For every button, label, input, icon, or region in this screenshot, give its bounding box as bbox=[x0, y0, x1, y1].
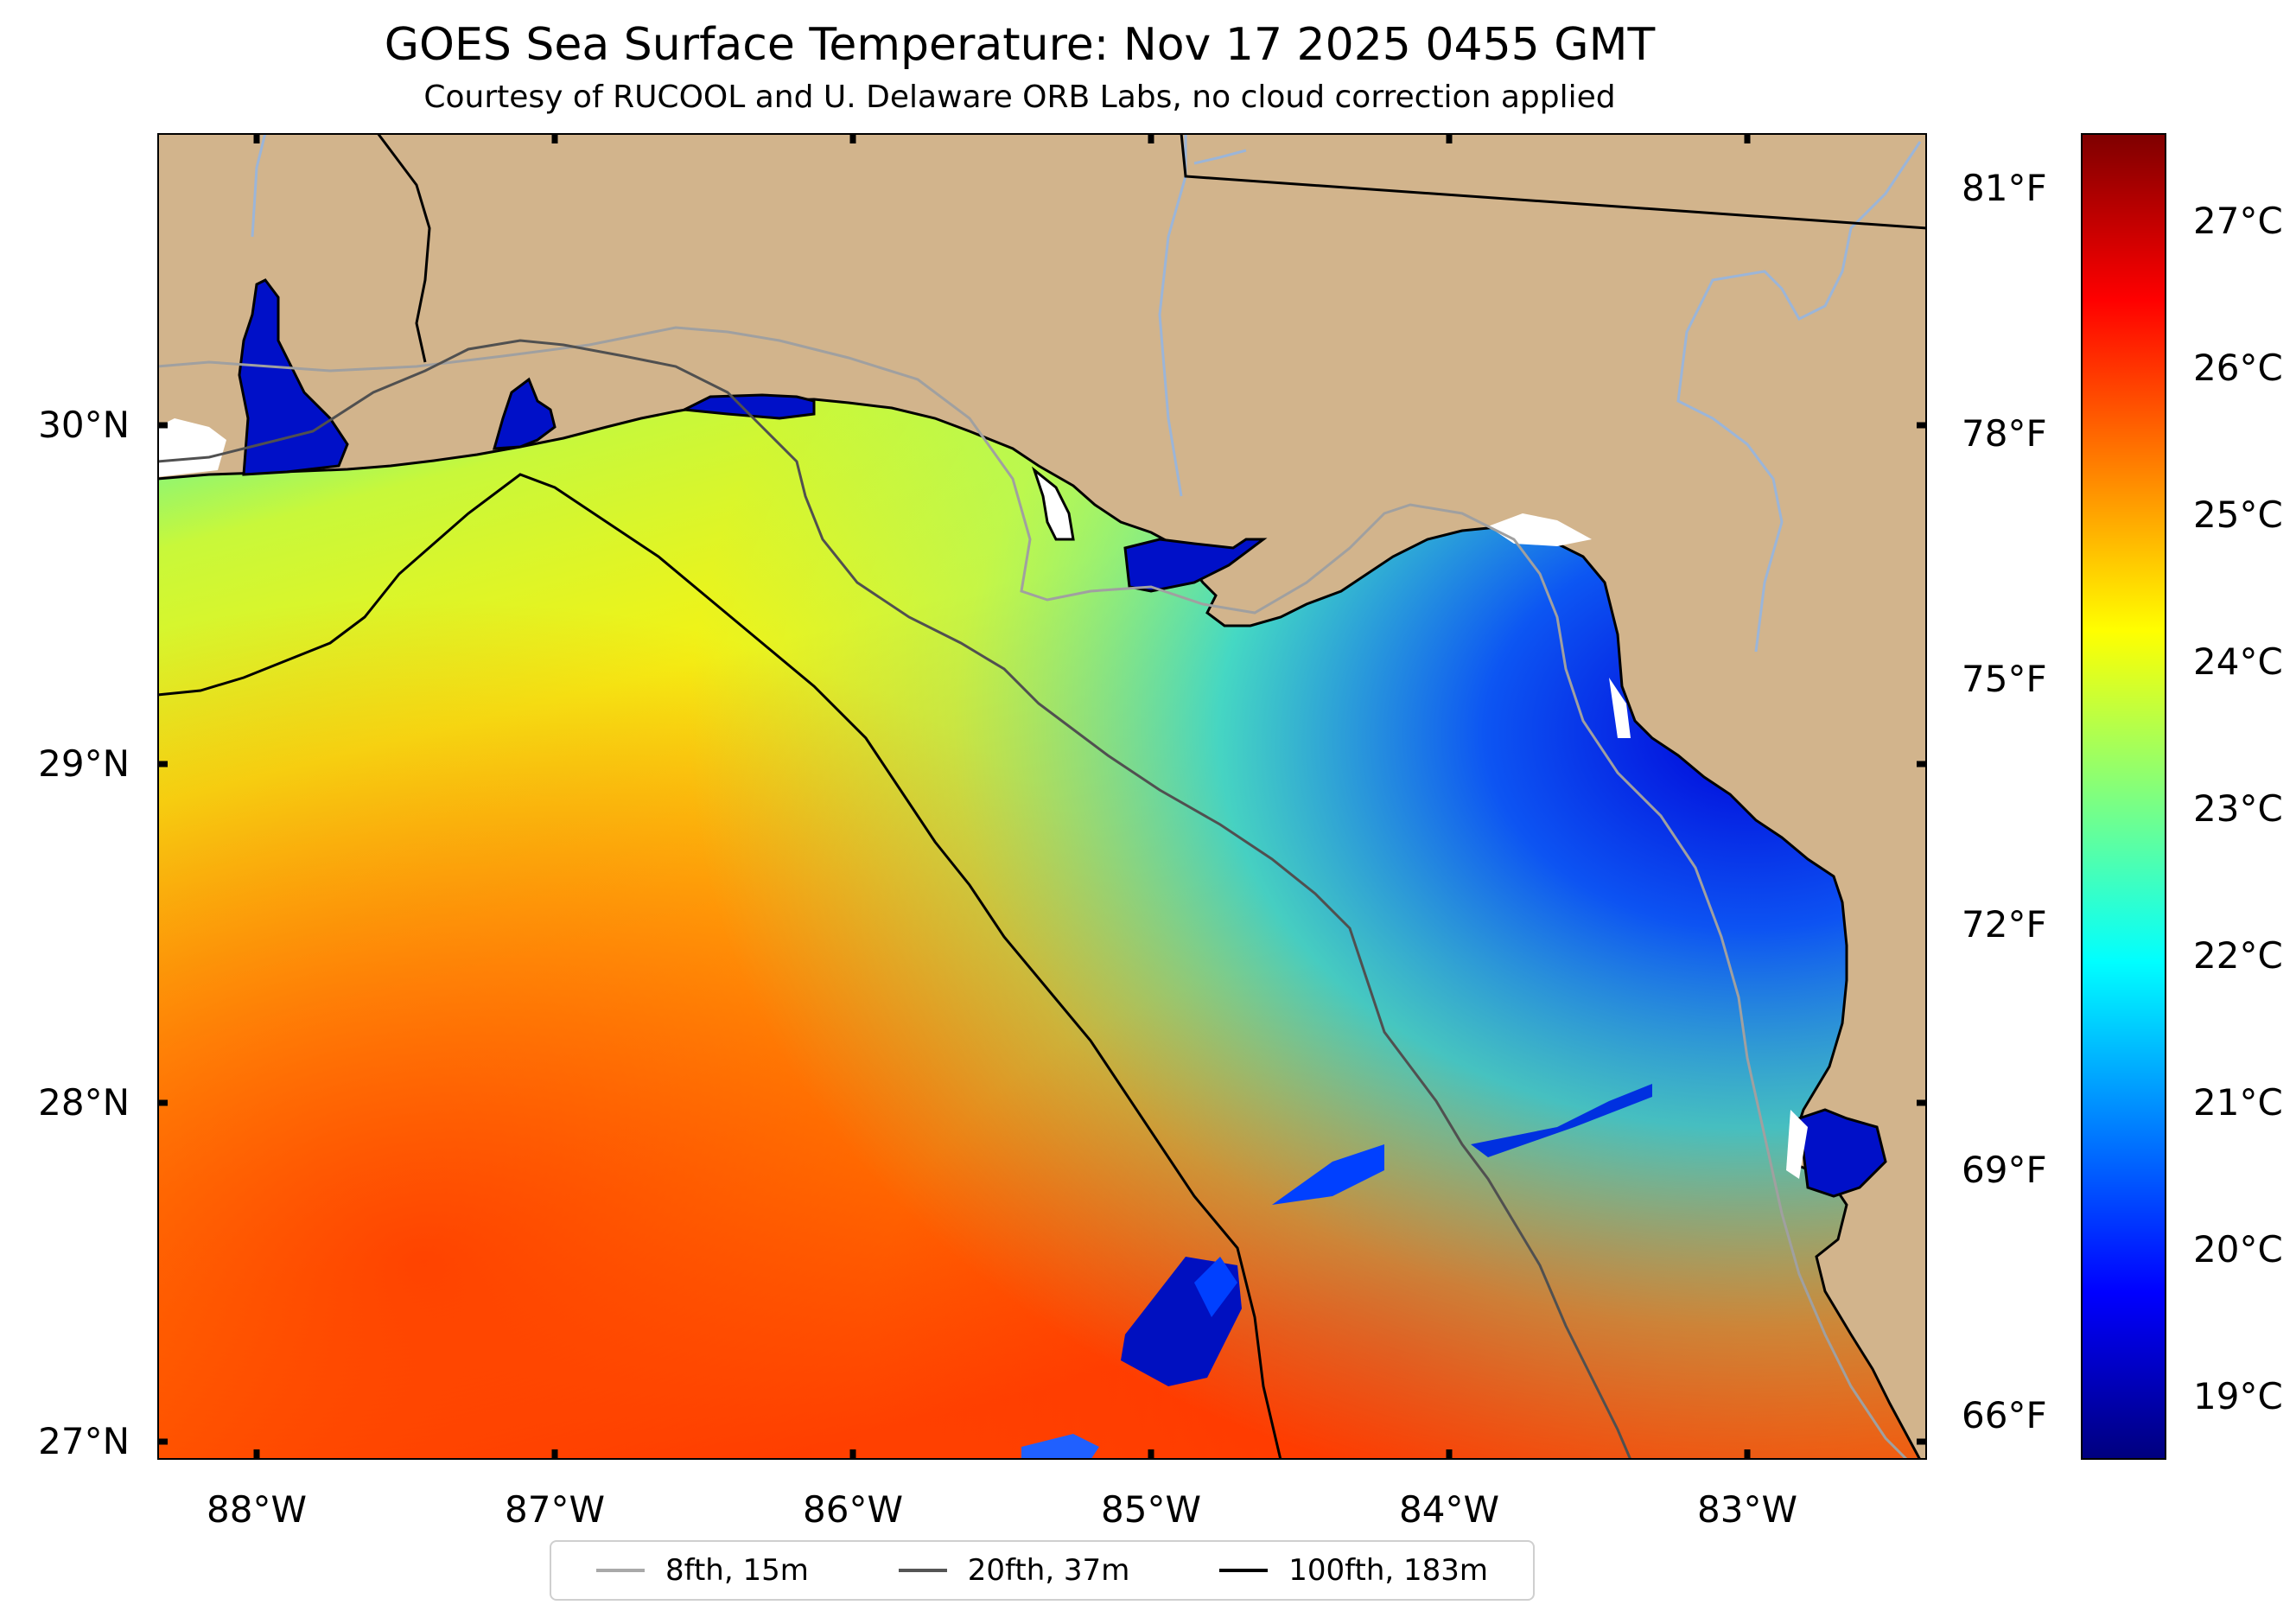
temp-f-label-78: 78°F bbox=[1962, 412, 2047, 455]
legend-line-8fth bbox=[595, 1569, 645, 1572]
lon-label-87w: 87°W bbox=[505, 1488, 605, 1531]
isobath-8fth bbox=[157, 326, 1909, 1460]
sst-map-canvas bbox=[157, 133, 1927, 1460]
isobath-20fth bbox=[157, 339, 1632, 1460]
isobath-legend: 8fth, 15m 20fth, 37m 100fth, 183m bbox=[550, 1540, 1535, 1601]
map-title: GOES Sea Surface Temperature: Nov 17 202… bbox=[384, 19, 1656, 71]
legend-label-100fth: 100fth, 183m bbox=[1288, 1553, 1489, 1588]
colorbar-label-20c: 20°C bbox=[2193, 1228, 2283, 1271]
temp-f-label-66: 66°F bbox=[1962, 1394, 2047, 1436]
colorbar-label-26c: 26°C bbox=[2193, 347, 2283, 389]
county-line bbox=[376, 133, 431, 363]
cold-eddies bbox=[1021, 1084, 1652, 1460]
temp-f-label-72: 72°F bbox=[1962, 903, 2047, 946]
legend-label-8fth: 8fth, 15m bbox=[665, 1553, 809, 1588]
legend-label-20fth: 20fth, 37m bbox=[967, 1553, 1130, 1588]
temp-f-label-69: 69°F bbox=[1962, 1149, 2047, 1191]
lat-label-30n: 30°N bbox=[38, 404, 130, 446]
lat-label-29n: 29°N bbox=[38, 742, 130, 785]
colorbar-label-23c: 23°C bbox=[2193, 787, 2283, 830]
state-border bbox=[1180, 133, 1927, 230]
legend-item-20fth: 20fth, 37m bbox=[898, 1553, 1130, 1588]
lon-label-88w: 88°W bbox=[207, 1488, 307, 1531]
major-ticks bbox=[157, 133, 1927, 1460]
colorbar-label-27c: 27°C bbox=[2193, 200, 2283, 242]
legend-line-100fth bbox=[1219, 1569, 1269, 1572]
temp-f-label-81: 81°F bbox=[1962, 167, 2047, 209]
colorbar-label-22c: 22°C bbox=[2193, 934, 2283, 977]
map-subtitle: Courtesy of RUCOOL and U. Delaware ORB L… bbox=[423, 80, 1616, 115]
legend-item-8fth: 8fth, 15m bbox=[595, 1553, 809, 1588]
colorbar-label-21c: 21°C bbox=[2193, 1081, 2283, 1124]
lon-label-84w: 84°W bbox=[1399, 1488, 1499, 1531]
lon-label-85w: 85°W bbox=[1101, 1488, 1201, 1531]
lat-label-27n: 27°N bbox=[38, 1420, 130, 1462]
lon-label-86w: 86°W bbox=[803, 1488, 903, 1531]
map-frame bbox=[157, 133, 1927, 1460]
isobath-100fth bbox=[157, 473, 1282, 1460]
colorbar-label-25c: 25°C bbox=[2193, 494, 2283, 536]
lat-label-28n: 28°N bbox=[38, 1081, 130, 1124]
sst-map bbox=[157, 133, 1927, 1460]
temp-f-label-75: 75°F bbox=[1962, 658, 2047, 700]
legend-item-100fth: 100fth, 183m bbox=[1219, 1553, 1488, 1588]
colorbar-label-19c: 19°C bbox=[2193, 1375, 2283, 1417]
lon-label-83w: 83°W bbox=[1697, 1488, 1797, 1531]
legend-line-20fth bbox=[898, 1569, 947, 1572]
colorbar-label-24c: 24°C bbox=[2193, 640, 2283, 683]
temperature-colorbar bbox=[2081, 133, 2166, 1460]
